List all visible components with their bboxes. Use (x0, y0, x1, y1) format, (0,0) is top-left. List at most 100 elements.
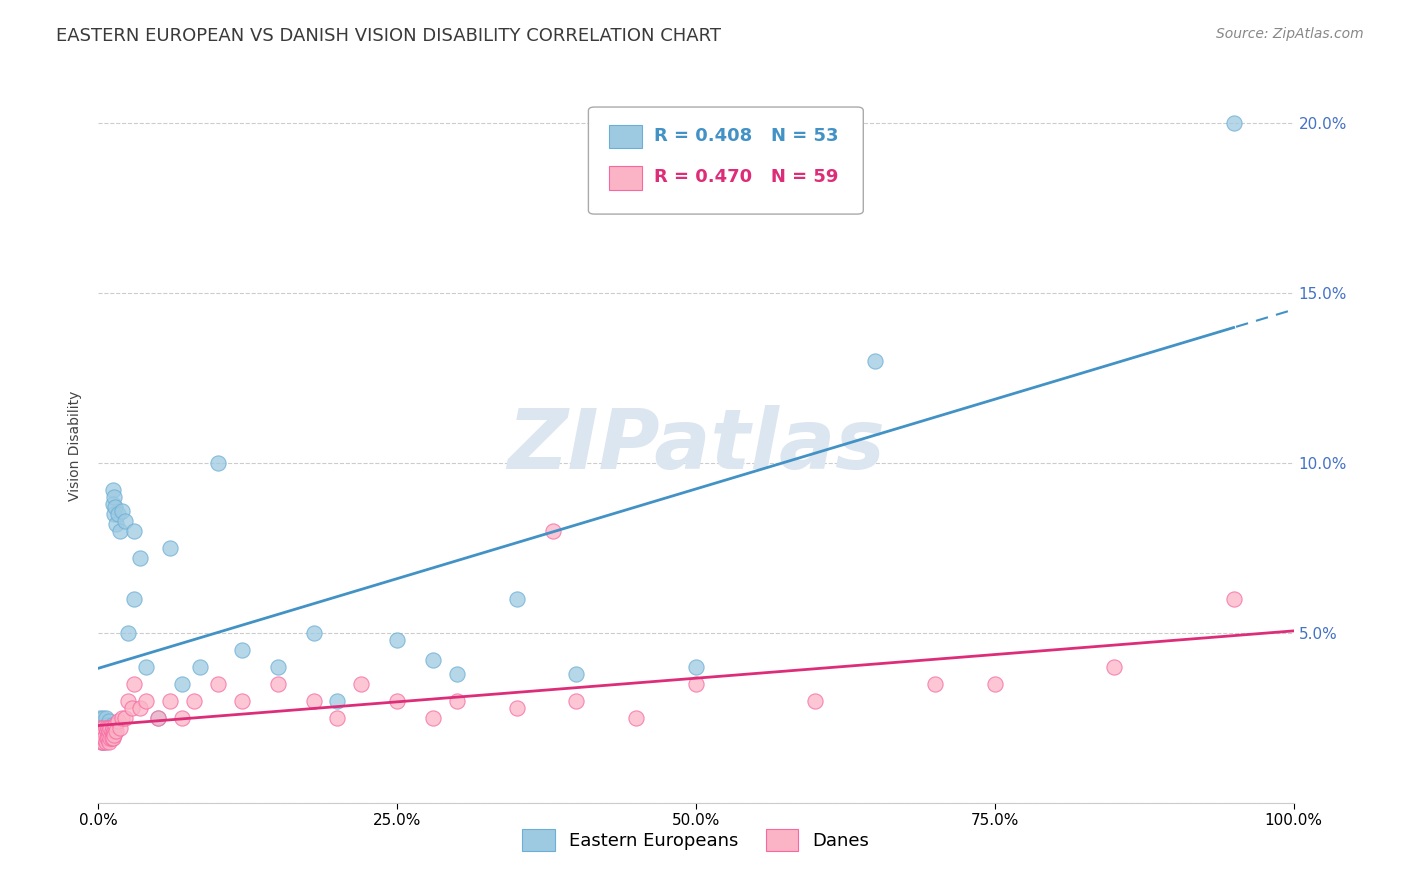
Point (159, 694, 181, 708)
Point (350, 677, 373, 691)
Point (135, 694, 157, 708)
Point (626, 711, 648, 725)
Point (103, 728, 125, 742)
Text: R = 0.408   N = 53: R = 0.408 N = 53 (654, 127, 838, 145)
FancyBboxPatch shape (609, 166, 643, 190)
Y-axis label: Vision Disability: Vision Disability (69, 391, 83, 501)
Point (984, 677, 1007, 691)
Point (108, 721, 131, 735)
Point (101, 497, 124, 511)
Point (98, 721, 122, 735)
Point (90, 728, 112, 742)
Point (101, 483, 124, 498)
Point (129, 551, 152, 566)
Point (129, 700, 152, 714)
Point (1104, 660, 1126, 674)
Point (506, 591, 529, 606)
Point (98, 724, 121, 739)
Point (302, 626, 325, 640)
Point (91, 731, 114, 746)
Point (385, 694, 409, 708)
Point (90, 734, 112, 748)
Point (117, 626, 139, 640)
Point (385, 632, 409, 647)
Point (93, 731, 115, 746)
Point (302, 694, 325, 708)
Point (90, 728, 112, 742)
Point (446, 666, 468, 681)
Point (148, 711, 170, 725)
Point (90, 728, 112, 742)
Point (188, 660, 211, 674)
Point (124, 591, 146, 606)
Point (326, 711, 349, 725)
Text: EASTERN EUROPEAN VS DANISH VISION DISABILITY CORRELATION CHART: EASTERN EUROPEAN VS DANISH VISION DISABI… (56, 27, 721, 45)
Point (98, 714, 121, 729)
Point (93, 734, 115, 748)
Point (91, 721, 114, 735)
FancyBboxPatch shape (609, 125, 643, 148)
Point (159, 541, 181, 555)
Point (100, 731, 122, 746)
Point (103, 724, 125, 739)
Point (103, 490, 125, 504)
Legend: Eastern Europeans, Danes: Eastern Europeans, Danes (515, 822, 877, 858)
Point (100, 717, 122, 731)
Point (91, 734, 114, 748)
Point (685, 660, 707, 674)
Point (804, 694, 827, 708)
Point (101, 721, 124, 735)
Point (506, 700, 529, 714)
Point (94, 721, 117, 735)
Point (565, 694, 588, 708)
Point (685, 677, 707, 691)
Point (108, 524, 131, 538)
Point (103, 507, 125, 521)
Point (111, 503, 134, 517)
Point (231, 643, 253, 657)
Point (865, 354, 887, 368)
Point (117, 694, 139, 708)
Point (114, 514, 136, 528)
Point (91, 724, 114, 739)
Point (91, 734, 114, 748)
Point (104, 500, 127, 515)
Point (97, 728, 120, 742)
Point (93, 721, 115, 735)
Point (97, 731, 120, 746)
Point (1223, 591, 1246, 606)
Point (100, 724, 122, 739)
Point (98, 731, 122, 746)
Point (267, 660, 290, 674)
Point (89, 711, 111, 725)
Point (97, 721, 120, 735)
Point (101, 731, 124, 746)
Text: Source: ZipAtlas.com: Source: ZipAtlas.com (1216, 27, 1364, 41)
Point (565, 666, 588, 681)
Point (94, 734, 117, 748)
Point (96, 724, 118, 739)
Point (121, 700, 143, 714)
Point (183, 694, 205, 708)
Point (91, 728, 114, 742)
Point (96, 717, 118, 731)
Point (422, 711, 444, 725)
Point (924, 677, 946, 691)
Point (98, 728, 122, 742)
Point (96, 731, 118, 746)
Point (124, 524, 146, 538)
Point (172, 711, 194, 725)
FancyBboxPatch shape (589, 107, 863, 214)
Point (1223, 116, 1246, 130)
Point (104, 717, 127, 731)
Point (89, 721, 111, 735)
Text: R = 0.470   N = 59: R = 0.470 N = 59 (654, 168, 838, 186)
Point (98, 731, 121, 746)
Point (98, 734, 121, 748)
Point (541, 524, 564, 538)
Point (97, 724, 120, 739)
Point (422, 653, 444, 667)
Point (105, 724, 128, 739)
Point (267, 677, 290, 691)
Point (124, 677, 146, 691)
